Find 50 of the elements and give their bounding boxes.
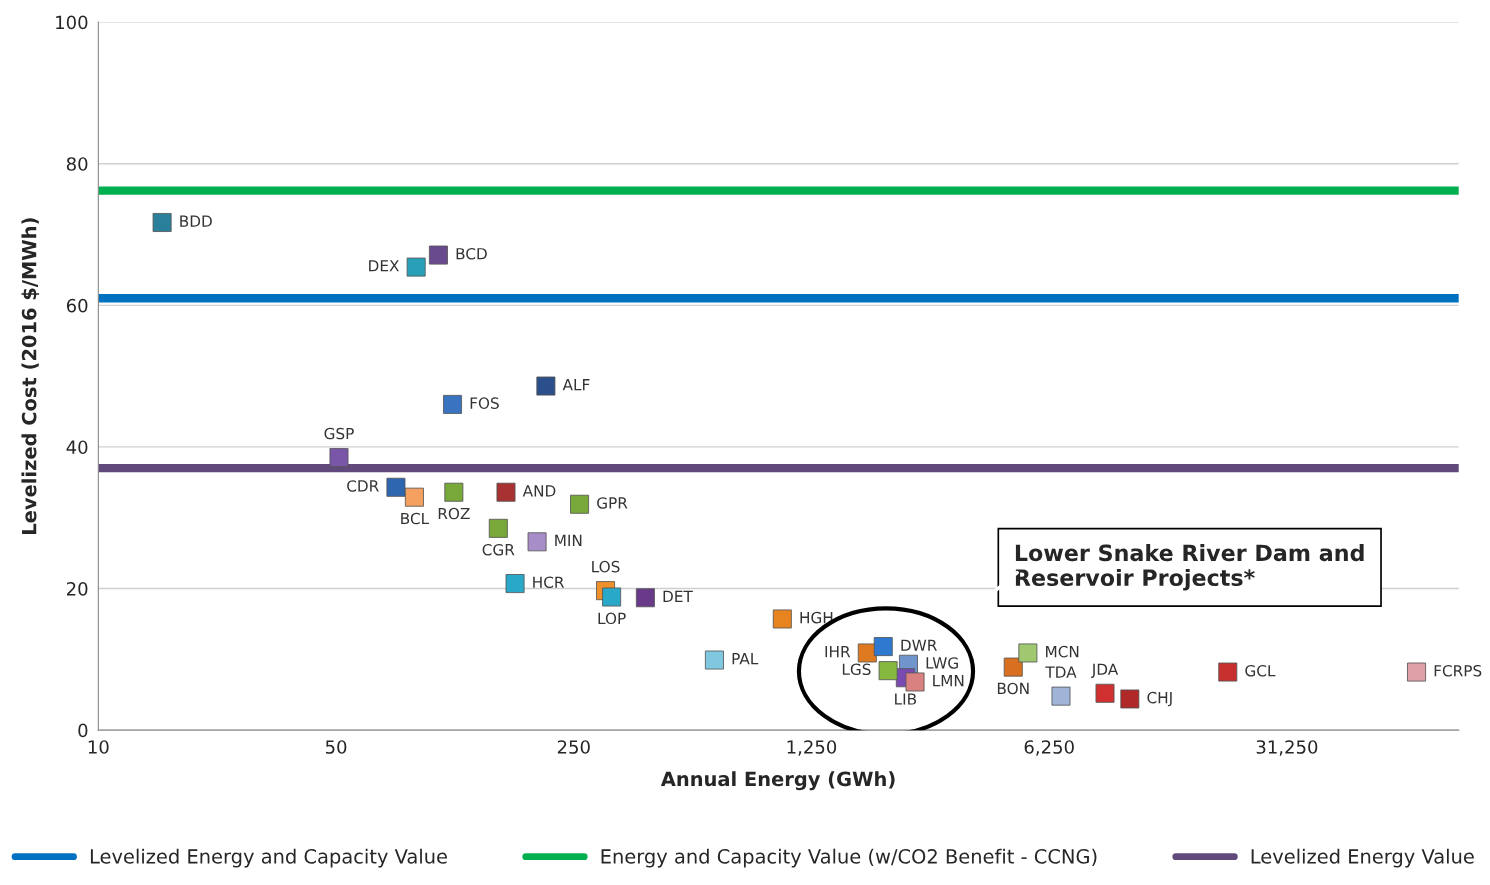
annotation: BDD xyxy=(180,215,212,227)
annotation: PAL xyxy=(732,653,759,665)
x-tick-label: 10 xyxy=(88,740,109,754)
annotation: GCL xyxy=(1245,664,1276,677)
annotation: ROZ xyxy=(438,507,470,520)
y-axis-title: Levelized Cost (2016 $/MWh) xyxy=(21,218,40,534)
y-tick-label: 20 xyxy=(66,581,88,596)
annotation: CGR xyxy=(482,543,515,556)
annotation: BON xyxy=(997,682,1029,695)
legend-label: Levelized Energy Value xyxy=(1251,848,1474,868)
annotation: LOS xyxy=(592,560,620,573)
annotation: FCRPS xyxy=(1434,664,1482,677)
annotation: CHJ xyxy=(1147,691,1172,707)
annotation: ALF xyxy=(562,379,590,391)
annotation: DWR xyxy=(901,639,937,651)
annotation: DEX xyxy=(369,260,400,272)
y-tick-label: 100 xyxy=(56,15,88,30)
annotation: MCN xyxy=(1046,645,1079,658)
annotation: Lower Snake River Dam and Reservoir Projects* xyxy=(1015,544,1364,591)
annotation: IHR xyxy=(825,646,851,658)
annotation: AND xyxy=(522,485,556,497)
legend-label: Energy and Capacity Value (w/CO2 Benefit - CCNG) xyxy=(601,848,1097,868)
annotation: TDA xyxy=(1045,666,1077,678)
x-tick-label: 50 xyxy=(325,740,347,754)
x-tick-label: 1,250 xyxy=(787,740,837,756)
annotation: FOS xyxy=(470,397,499,409)
annotation: BCD xyxy=(456,247,487,260)
annotation: LMN xyxy=(933,675,964,687)
y-tick-label: 0 xyxy=(78,723,88,738)
annotation: MIN xyxy=(555,534,582,547)
y-tick-label: 80 xyxy=(66,157,88,171)
y-tick-label: 40 xyxy=(66,440,88,455)
annotation: JDA xyxy=(1090,663,1119,678)
annotation: DET xyxy=(663,590,693,602)
x-tick-label: 250 xyxy=(557,740,590,754)
annotation: HGH xyxy=(800,611,833,624)
annotation: LGS xyxy=(842,663,871,676)
legend-label: Levelized Energy and Capacity Value xyxy=(90,848,447,868)
annotation: HCR xyxy=(533,576,565,588)
annotation: LIB xyxy=(895,693,917,705)
annotation: GSP xyxy=(324,427,354,440)
annotation: CDR xyxy=(347,480,379,492)
annotation: BCL xyxy=(401,512,430,525)
y-tick-label: 60 xyxy=(66,298,88,313)
annotation: GPR xyxy=(597,497,628,509)
x-axis-title: Annual Energy (GWh) xyxy=(660,771,895,791)
x-tick-label: 6,250 xyxy=(1024,740,1074,756)
x-tick-label: 31,250 xyxy=(1256,740,1318,756)
annotation: LWG xyxy=(926,657,958,669)
annotation: LOP xyxy=(598,612,626,625)
